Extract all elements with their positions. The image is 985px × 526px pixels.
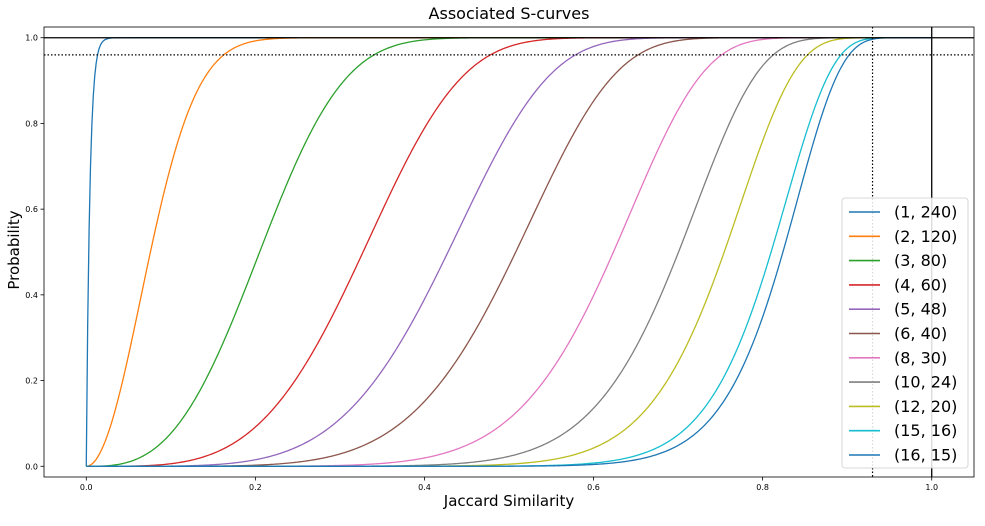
series-line-10 — [86, 37, 932, 467]
legend-label-4: (4, 60) — [894, 275, 947, 294]
legend-label-7: (8, 30) — [894, 348, 947, 367]
y-tick-label-6: 1.0 — [25, 34, 38, 43]
series-line-5 — [86, 37, 932, 467]
plot-frame — [43, 26, 975, 478]
x-tick-label-6: 1.0 — [925, 483, 938, 492]
legend-label-10: (15, 16) — [894, 421, 957, 440]
legend-label-6: (6, 40) — [894, 324, 947, 343]
series-line-11 — [86, 37, 932, 467]
legend-label-8: (10, 24) — [894, 373, 957, 392]
legend-label-3: (3, 80) — [894, 251, 947, 270]
legend: (1, 240) (2, 120) (3, 80) (4, 60) (5, 48) (6,… — [841, 197, 969, 469]
series-line-9 — [86, 37, 932, 467]
y-tick-label-3: 0.4 — [25, 291, 38, 300]
legend-label-2: (2, 120) — [894, 227, 957, 246]
legend-box — [841, 197, 969, 469]
y-tick-label-4: 0.6 — [25, 205, 38, 214]
x-tick-label-4: 0.6 — [587, 483, 600, 492]
x-tick-label-5: 0.8 — [756, 483, 769, 492]
y-axis-title: Probability — [5, 210, 23, 289]
x-tick-label-3: 0.4 — [418, 483, 431, 492]
plot-area — [44, 27, 974, 477]
legend-label-9: (12, 20) — [894, 397, 957, 416]
series-line-2 — [86, 37, 932, 467]
chart-title: Associated S-curves — [429, 4, 590, 23]
series-line-4 — [86, 37, 932, 467]
series-line-6 — [86, 37, 932, 467]
legend-label-11: (16, 15) — [894, 446, 957, 465]
series-line-1 — [85, 37, 932, 467]
series-line-3 — [86, 37, 932, 467]
y-tick-label-5: 0.8 — [25, 119, 38, 128]
x-tick-label-2: 0.2 — [249, 483, 262, 492]
legend-label-1: (1, 240) — [894, 203, 957, 222]
x-tick-label-1: 0.0 — [80, 483, 93, 492]
series-line-8 — [86, 37, 932, 467]
axes: 0.0 0.2 0.4 0.6 0.8 1.0 0.0 0.2 0.4 0.6 0.8 1.0 — [25, 26, 975, 492]
series-line-7 — [86, 37, 932, 467]
legend-label-5: (5, 48) — [894, 300, 947, 319]
y-tick-label-2: 0.2 — [25, 377, 38, 386]
y-tick-label-1: 0.0 — [25, 462, 38, 471]
x-axis-title: Jaccard Similarity — [443, 492, 575, 510]
